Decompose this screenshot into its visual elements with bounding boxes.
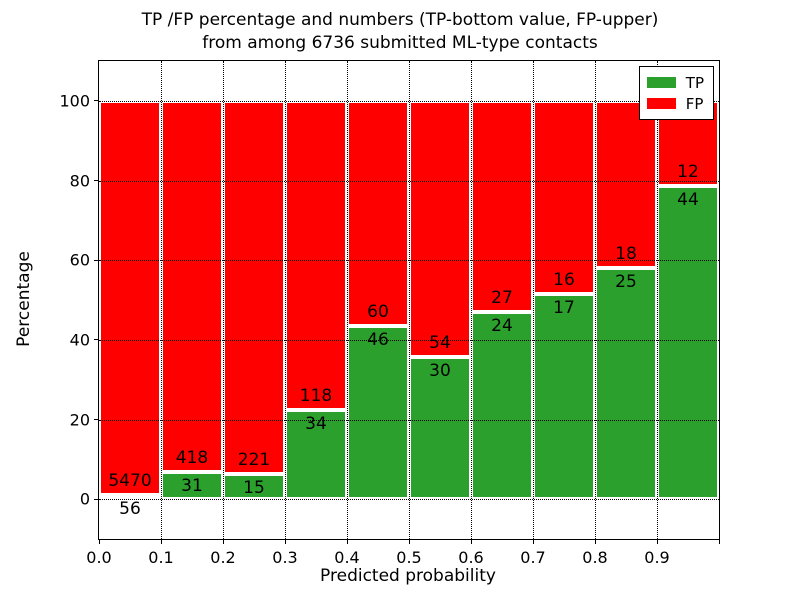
y-tick-mark bbox=[94, 339, 99, 341]
tp-count-label: 56 bbox=[119, 499, 141, 520]
x-tick-mark bbox=[470, 539, 472, 544]
tp-swatch-icon bbox=[646, 77, 676, 88]
tp-count-label: 15 bbox=[243, 477, 265, 498]
tp-count-label: 34 bbox=[305, 414, 327, 435]
x-tick-label: 0.2 bbox=[210, 548, 236, 567]
fp-swatch-icon bbox=[646, 98, 676, 109]
bar-tp-segment bbox=[223, 473, 285, 500]
x-tick-mark bbox=[594, 539, 596, 544]
x-tick-label: 0.5 bbox=[396, 548, 422, 567]
y-tick-mark bbox=[94, 259, 99, 261]
x-tick-mark bbox=[284, 539, 286, 544]
fp-count-label: 5470 bbox=[108, 471, 152, 492]
tp-count-label: 30 bbox=[429, 360, 451, 381]
tp-count-label: 17 bbox=[553, 297, 575, 318]
y-tick-label: 80 bbox=[69, 171, 90, 190]
legend-label-tp: TP bbox=[685, 73, 704, 92]
bar-fp-segment bbox=[595, 100, 657, 268]
x-tick-mark bbox=[160, 539, 162, 544]
gridline-v bbox=[657, 61, 658, 539]
bar-fp-segment bbox=[99, 100, 161, 496]
bar-tp-segment bbox=[99, 495, 161, 500]
bar-tp-segment bbox=[657, 186, 719, 500]
bar-tp-segment bbox=[471, 311, 533, 500]
x-tick-label: 0.8 bbox=[582, 548, 608, 567]
fp-count-label: 27 bbox=[491, 287, 513, 308]
gridline-v bbox=[595, 61, 596, 539]
chart-title: TP /FP percentage and numbers (TP-bottom… bbox=[0, 9, 800, 55]
fp-count-label: 12 bbox=[677, 162, 699, 183]
fp-count-label: 16 bbox=[553, 269, 575, 290]
gridline-v bbox=[285, 61, 286, 539]
tp-count-label: 25 bbox=[615, 271, 637, 292]
bar-fp-segment bbox=[161, 100, 223, 472]
fp-count-label: 54 bbox=[429, 332, 451, 353]
bar-fp-segment bbox=[347, 100, 409, 327]
fp-count-label: 221 bbox=[237, 449, 271, 470]
fp-count-label: 418 bbox=[175, 447, 209, 468]
y-tick-mark bbox=[94, 419, 99, 420]
x-tick-label: 0.3 bbox=[272, 548, 298, 567]
legend: TP FP bbox=[638, 66, 714, 120]
plot-area: 5470 56 418 31 221 15 118 34 60 46 54 30 27 24 16 17 18 2… bbox=[59, 60, 720, 567]
fp-count-label: 18 bbox=[615, 243, 637, 264]
bar-fp-segment bbox=[223, 100, 285, 474]
bar-tp-segment bbox=[533, 293, 595, 500]
gridline-v bbox=[533, 61, 534, 539]
y-axis-label: Percentage bbox=[14, 251, 34, 347]
chart-title-line2: from among 6736 submitted ML-type contac… bbox=[202, 33, 598, 53]
x-tick-label: 0.1 bbox=[148, 548, 174, 567]
x-tick-label: 0.6 bbox=[458, 548, 484, 567]
x-tick-mark bbox=[656, 539, 658, 544]
legend-entry-tp: TP bbox=[646, 72, 704, 93]
y-tick-mark bbox=[94, 100, 99, 102]
bar-fp-segment bbox=[471, 100, 533, 312]
y-tick-label: 40 bbox=[69, 330, 90, 350]
tp-count-label: 31 bbox=[181, 475, 203, 496]
y-tick-label: 0 bbox=[79, 489, 90, 509]
tp-count-label: 44 bbox=[677, 190, 699, 211]
y-tick-mark bbox=[94, 498, 99, 500]
fp-count-label: 60 bbox=[367, 302, 389, 323]
legend-entry-fp: FP bbox=[646, 93, 704, 114]
x-tick-label: 0.7 bbox=[520, 548, 546, 567]
bar-tp-segment bbox=[285, 410, 347, 500]
tp-count-label: 24 bbox=[491, 315, 513, 336]
x-tick-mark bbox=[98, 539, 100, 544]
tp-count-label: 46 bbox=[367, 330, 389, 351]
chart-title-line1: TP /FP percentage and numbers (TP-bottom… bbox=[141, 10, 659, 30]
x-tick-mark bbox=[222, 539, 224, 544]
bar-fp-segment bbox=[409, 100, 471, 357]
x-tick-mark bbox=[346, 539, 348, 544]
x-axis-label: Predicted probability bbox=[320, 566, 496, 586]
gridline-v bbox=[471, 61, 472, 539]
bar-tp-segment bbox=[161, 471, 223, 500]
x-tick-mark bbox=[718, 539, 720, 544]
x-tick-mark bbox=[532, 539, 534, 544]
bar-tp-segment bbox=[347, 326, 409, 500]
x-tick-mark bbox=[408, 539, 410, 544]
x-tick-label: 0.4 bbox=[334, 548, 360, 567]
y-tick-mark bbox=[94, 180, 99, 181]
gridline-v bbox=[223, 61, 224, 539]
x-tick-label: 0.0 bbox=[86, 548, 112, 567]
bar-tp-segment bbox=[595, 267, 657, 500]
y-tick-label: 20 bbox=[69, 410, 90, 429]
legend-label-fp: FP bbox=[685, 94, 704, 113]
gridline-v bbox=[161, 61, 162, 539]
gridline-v bbox=[347, 61, 348, 539]
x-tick-label: 0.9 bbox=[644, 548, 670, 567]
y-tick-label: 100 bbox=[59, 91, 90, 111]
bar-fp-segment bbox=[285, 100, 347, 411]
y-tick-label: 60 bbox=[69, 250, 90, 270]
fp-count-label: 118 bbox=[299, 386, 333, 407]
bar-tp-segment bbox=[409, 356, 471, 500]
gridline-v bbox=[409, 61, 410, 539]
bar-fp-segment bbox=[533, 100, 595, 294]
